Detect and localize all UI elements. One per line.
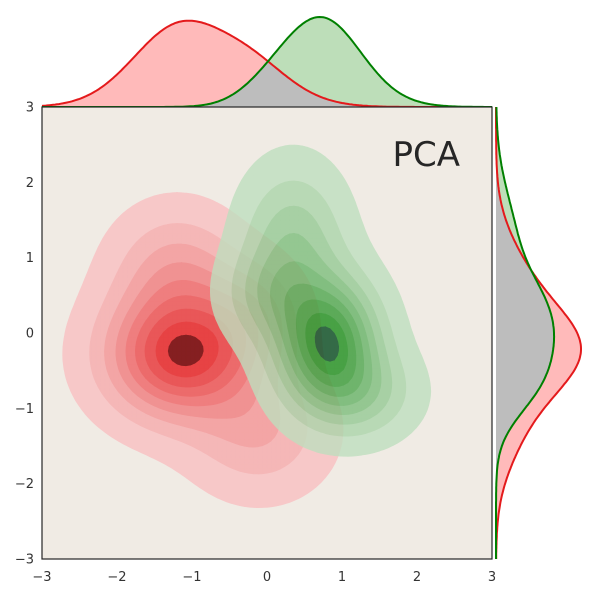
x-tick-label: 2 xyxy=(413,570,421,585)
right-marginal-overlap-density xyxy=(496,107,555,559)
contour-level-9 xyxy=(314,326,340,362)
right-marginal-red-line xyxy=(495,107,582,559)
y-axis-ticks: −3 −2 −1 0 1 2 3 xyxy=(15,101,34,568)
y-tick-label: 3 xyxy=(26,101,34,116)
top-marginal-green-density xyxy=(42,17,492,107)
y-tick-label: 2 xyxy=(26,176,34,191)
top-marginal xyxy=(41,15,492,108)
right-marginal-green-line xyxy=(495,106,556,559)
kde-contours xyxy=(62,144,432,509)
top-marginal-overlap-density xyxy=(42,62,492,107)
x-tick-label: 1 xyxy=(338,570,346,585)
plot-title: PCA xyxy=(392,135,460,175)
y-tick-label: −2 xyxy=(15,477,34,492)
y-tick-label: 1 xyxy=(26,251,34,266)
y-tick-label: 0 xyxy=(26,327,34,342)
contour-level-9 xyxy=(167,334,204,367)
x-tick-label: −1 xyxy=(182,570,201,585)
x-tick-label: 3 xyxy=(488,570,496,585)
contour-group-green xyxy=(209,144,432,457)
right-marginal xyxy=(495,106,582,559)
plot-frame xyxy=(41,106,493,560)
y-tick-label: −3 xyxy=(15,553,34,568)
y-tick-label: −1 xyxy=(15,402,34,417)
x-tick-label: −2 xyxy=(107,570,126,585)
x-tick-label: 0 xyxy=(263,570,271,585)
x-axis-ticks: −3 −2 −1 0 1 2 3 xyxy=(32,570,496,585)
x-tick-label: −3 xyxy=(32,570,51,585)
